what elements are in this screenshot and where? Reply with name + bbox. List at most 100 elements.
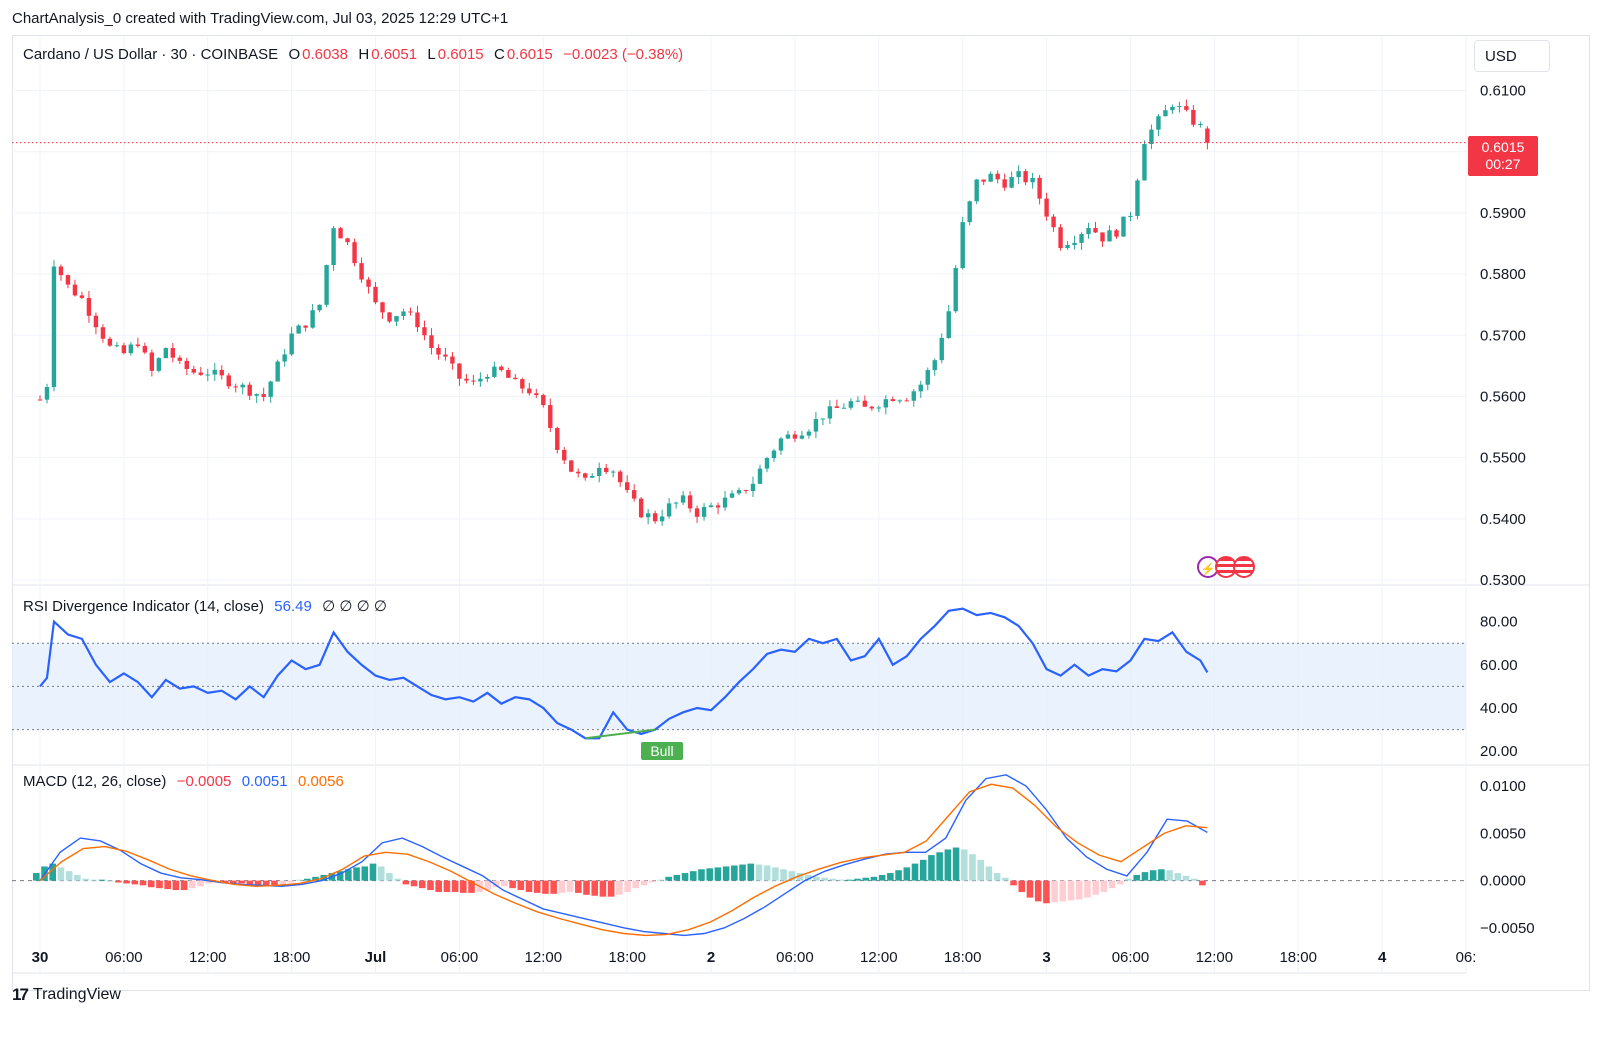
macd-histogram-bar	[755, 864, 763, 881]
candle-body	[226, 375, 231, 387]
macd-histogram-bar	[887, 873, 894, 881]
candle-body	[1079, 234, 1084, 243]
macd-histogram-bar	[304, 878, 311, 881]
macd-histogram-bar	[517, 880, 525, 891]
open-label: O	[288, 46, 301, 63]
tradingview-footer[interactable]: 17 TradingView	[12, 985, 121, 1005]
macd-histogram-bar	[714, 867, 722, 881]
time-axis-label: 06:00	[441, 949, 479, 966]
rsi-legend: RSI Divergence Indicator (14, close) 56.…	[23, 597, 389, 615]
candle-body	[555, 427, 560, 450]
symbol-label[interactable]: Cardano / US Dollar · 30 · COINBASE	[23, 46, 279, 63]
macd-histogram-bar	[846, 879, 853, 881]
candle-body	[694, 508, 700, 517]
candle-body	[1030, 177, 1035, 183]
candle-body	[813, 419, 819, 432]
macd-histogram-bar	[254, 880, 262, 886]
candle-body	[834, 406, 840, 408]
macd-histogram-bar	[878, 874, 886, 881]
candle-body	[373, 286, 378, 303]
candle-body	[58, 266, 64, 276]
macd-histogram-bar	[156, 880, 163, 889]
candle-body	[492, 366, 497, 377]
macd-title[interactable]: MACD (12, 26, close)	[23, 773, 167, 790]
candle-body	[974, 179, 979, 202]
price-axis-label: 0.5300	[1480, 572, 1526, 589]
macd-histogram-bar	[731, 865, 738, 881]
us-flag-icon[interactable]	[1233, 556, 1255, 578]
candle-body	[205, 374, 210, 376]
change-value: −0.0023 (−0.38%)	[563, 46, 684, 63]
candle-body	[939, 337, 944, 361]
candle-body	[275, 361, 280, 382]
candle-body	[855, 400, 861, 402]
macd-histogram-bar	[739, 864, 746, 881]
candle-body	[610, 471, 616, 473]
macd-histogram-bar	[123, 880, 130, 884]
close-label: C	[494, 46, 505, 63]
candle-body	[471, 380, 476, 382]
candle-body	[778, 438, 784, 451]
macd-histogram-bar	[895, 870, 902, 881]
macd-histogram-bar	[1034, 880, 1042, 902]
macd-histogram-bar	[780, 869, 787, 881]
macd-histogram-bar	[1075, 880, 1083, 900]
candle-body	[701, 506, 707, 517]
candle-body	[687, 495, 693, 509]
candle-body	[485, 376, 490, 379]
macd-histogram-bar	[607, 880, 615, 897]
candle-body	[380, 302, 385, 313]
macd-histogram-bar	[854, 878, 861, 881]
macd-axis-label: 0.0000	[1480, 873, 1526, 890]
macd-histogram-bar	[616, 880, 623, 895]
candles[interactable]	[37, 99, 1210, 526]
macd-histogram-bar	[911, 863, 919, 881]
macd-histogram-bar	[295, 879, 303, 881]
macd-histogram-bar	[1010, 880, 1017, 886]
time-axis-label: 12:00	[189, 949, 227, 966]
candle-body	[597, 467, 602, 476]
macd-histogram-bar	[977, 859, 984, 881]
macd-histogram-bar	[98, 879, 106, 881]
candle-body	[848, 401, 854, 408]
macd-histogram-bar	[1084, 880, 1091, 898]
lightning-icon[interactable]: ⚡	[1197, 556, 1219, 578]
event-icons[interactable]: ⚡	[1197, 556, 1255, 578]
candle-body	[121, 345, 127, 354]
price-axis-label: 0.5700	[1480, 327, 1526, 344]
candle-body	[394, 316, 399, 322]
macd-histogram-bar	[591, 880, 599, 896]
rsi-title[interactable]: RSI Divergence Indicator (14, close)	[23, 598, 264, 615]
price-axis-label: 0.6100	[1480, 83, 1526, 100]
candle-body	[457, 363, 462, 379]
candle-body	[981, 179, 986, 182]
macd-histogram-bar	[657, 879, 664, 881]
candle-body	[100, 327, 106, 339]
time-axis-label: 06:00	[105, 949, 143, 966]
macd-histogram-bar	[821, 877, 828, 881]
candle-body	[79, 295, 85, 298]
candle-body	[1170, 106, 1175, 111]
currency-selector[interactable]: USD	[1474, 40, 1550, 72]
candle-body	[310, 310, 315, 328]
macd-histogram-bar	[681, 873, 689, 881]
candle-body	[1156, 116, 1161, 130]
candle-body	[715, 505, 721, 508]
candle-body	[604, 467, 609, 473]
candle-body	[149, 352, 155, 371]
macd-histogram-bar	[394, 878, 401, 881]
candle-body	[191, 368, 196, 373]
candle-body	[261, 394, 266, 397]
candle-body	[806, 431, 812, 436]
chart-header: ChartAnalysis_0 created with TradingView…	[12, 10, 509, 27]
macd-histogram-bar	[230, 880, 237, 884]
macd-histogram-bar	[1059, 880, 1067, 902]
macd-axis-label: 0.0050	[1480, 825, 1526, 842]
macd-histogram-bar	[1166, 870, 1173, 881]
candle-body	[1051, 216, 1056, 228]
macd-histogram-bar	[648, 880, 656, 883]
macd-histogram-bar	[82, 878, 89, 881]
macd-histogram-bar	[501, 880, 508, 887]
time-axis-label: 3	[1042, 949, 1050, 966]
